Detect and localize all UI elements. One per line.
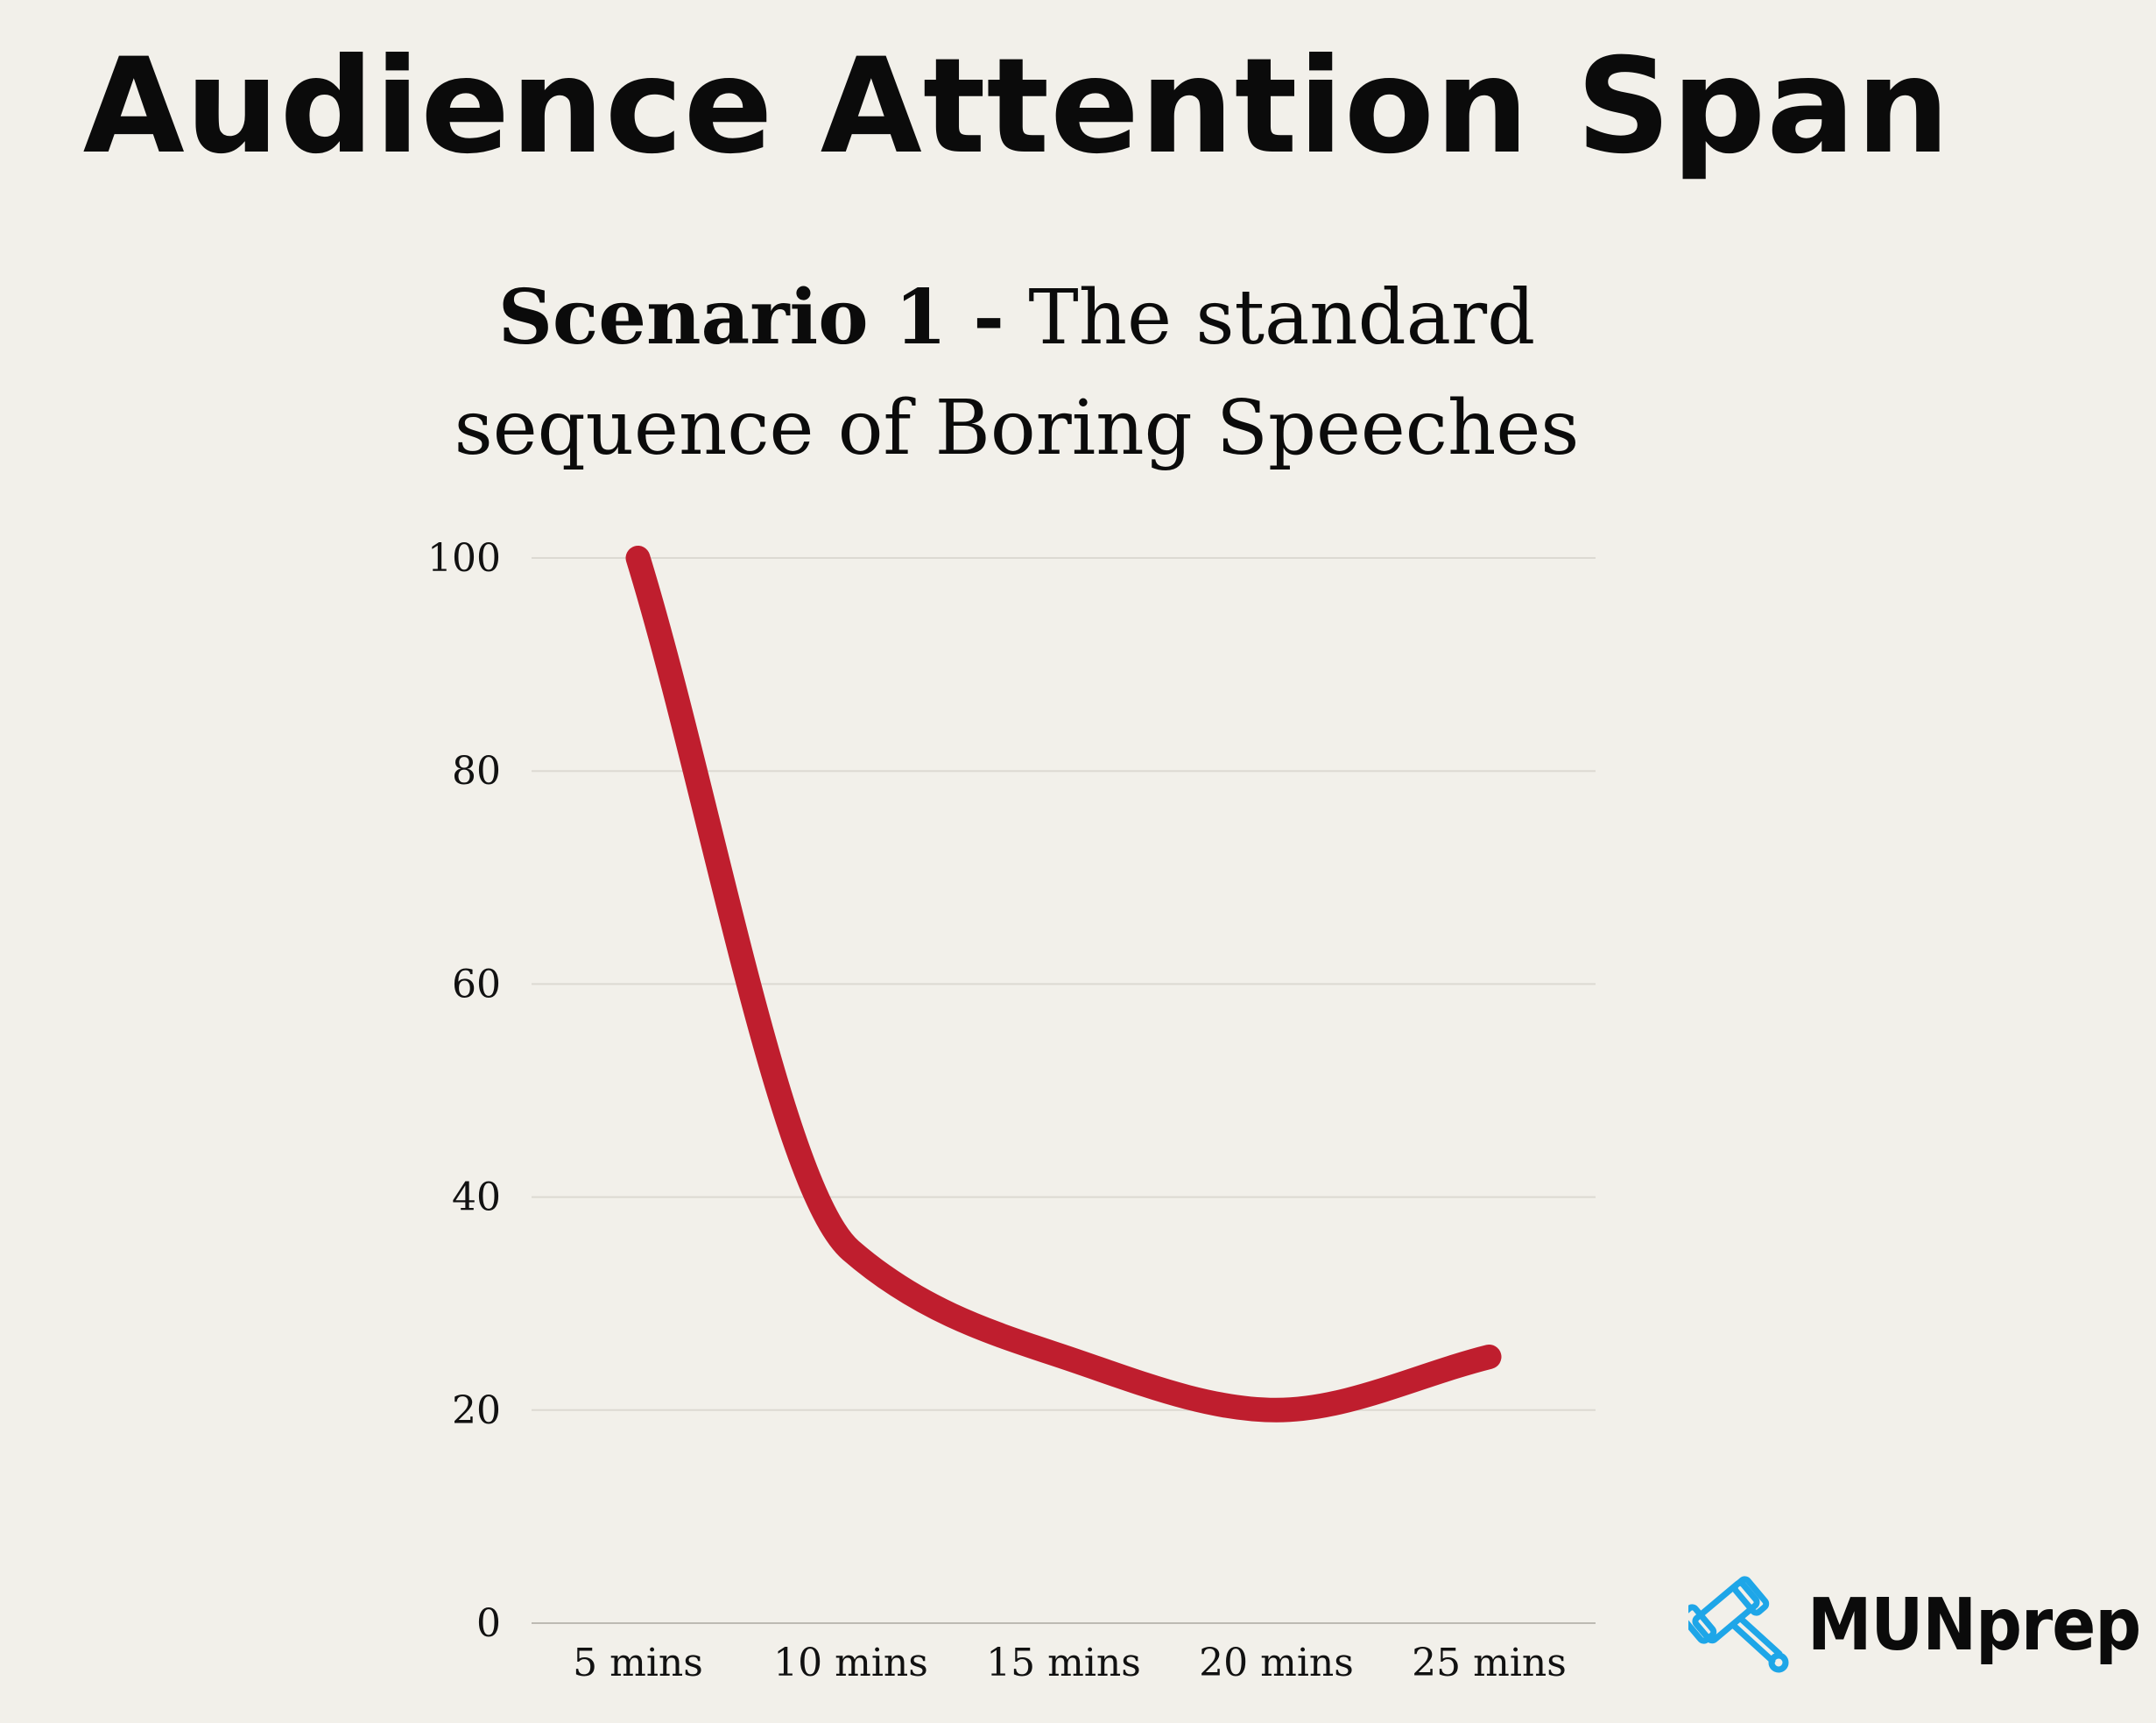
y-tick-label-40: 40 bbox=[452, 1176, 501, 1220]
x-tick-label-1: 5 mins bbox=[573, 1641, 703, 1685]
x-axis-ticks: 5 mins 10 mins 15 mins 20 mins 25 mins bbox=[573, 1641, 1567, 1685]
y-tick-label-0: 0 bbox=[476, 1601, 501, 1646]
data-point-5 bbox=[1489, 1356, 1490, 1358]
y-tick-label-80: 80 bbox=[452, 749, 501, 794]
data-point-3 bbox=[1063, 1356, 1065, 1358]
brand-name: MUNprep bbox=[1807, 1584, 2140, 1667]
attention-line-chart: 0 20 40 60 80 100 5 mins 10 mins 15 mins 20 mins… bbox=[0, 0, 2156, 1723]
gavel-icon bbox=[1688, 1573, 1792, 1677]
y-tick-label-60: 60 bbox=[452, 962, 501, 1006]
data-point-4 bbox=[1276, 1409, 1278, 1411]
y-axis-ticks: 0 20 40 60 80 100 bbox=[427, 536, 501, 1646]
data-point-2 bbox=[850, 1249, 852, 1251]
y-tick-label-20: 20 bbox=[452, 1388, 501, 1433]
x-tick-label-3: 15 mins bbox=[986, 1641, 1141, 1685]
x-tick-label-2: 10 mins bbox=[773, 1641, 928, 1685]
brand-logo: MUNprep bbox=[1688, 1568, 2140, 1682]
x-tick-label-4: 20 mins bbox=[1199, 1641, 1354, 1685]
y-tick-label-100: 100 bbox=[427, 536, 501, 581]
x-tick-label-5: 25 mins bbox=[1412, 1641, 1567, 1685]
data-point-1 bbox=[638, 557, 639, 559]
